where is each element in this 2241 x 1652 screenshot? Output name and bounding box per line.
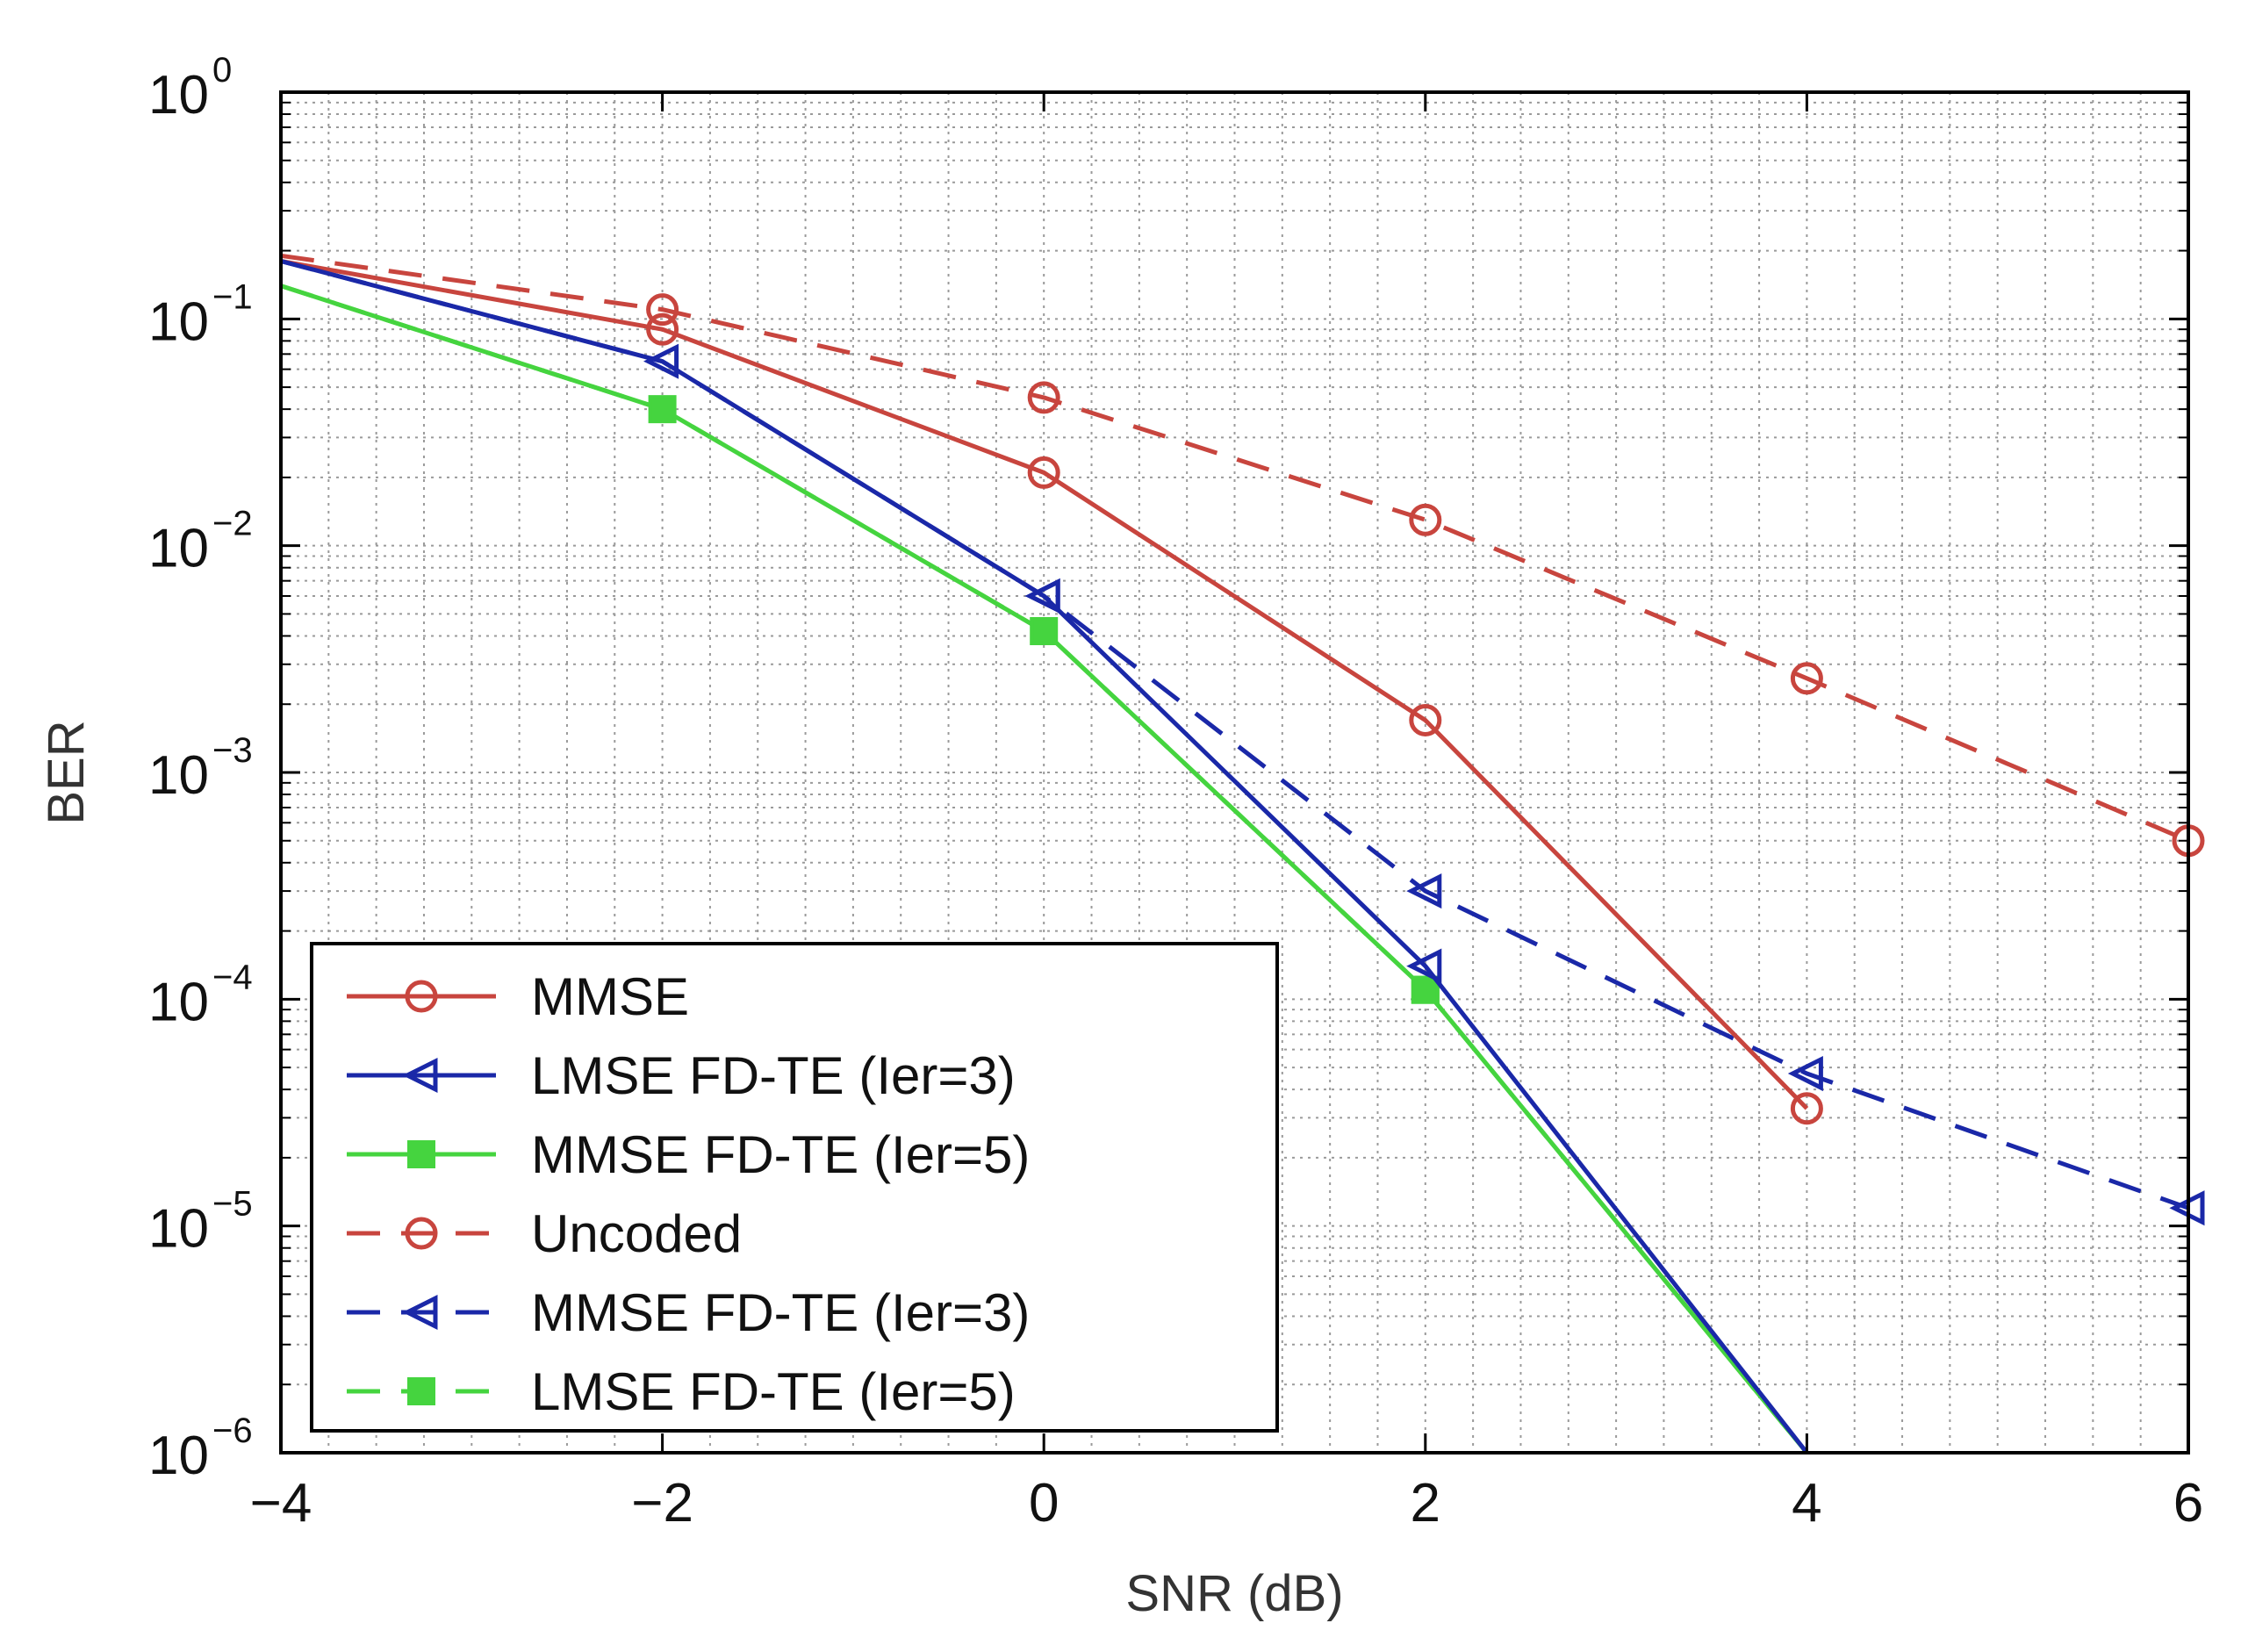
- data-point: [1030, 616, 1059, 645]
- y-tick-label: 10: [148, 1426, 209, 1486]
- y-tick-exponent: −5: [212, 1185, 253, 1224]
- y-axis-title: BER: [38, 720, 95, 824]
- series-2: [280, 284, 1809, 1454]
- y-tick-label: 10: [148, 291, 209, 352]
- x-tick-label: 4: [1792, 1473, 1821, 1533]
- x-tick-label: 6: [2173, 1473, 2203, 1533]
- y-tick-label: 10: [148, 972, 209, 1032]
- data-point: [1024, 578, 1060, 614]
- data-point: [1790, 1092, 1823, 1125]
- y-tick-exponent: −4: [212, 958, 253, 996]
- series-3: [280, 253, 2205, 858]
- legend-marker: [407, 1377, 435, 1405]
- legend-label: Uncoded: [531, 1204, 742, 1263]
- series-line: [280, 253, 2189, 844]
- y-tick-label: 10: [148, 745, 209, 806]
- data-point: [646, 293, 679, 327]
- series-group: [280, 253, 2205, 1454]
- x-tick-label: −4: [250, 1473, 312, 1533]
- y-tick-exponent: 0: [212, 51, 232, 90]
- legend-marker: [407, 1140, 435, 1168]
- legend-box: [310, 942, 1279, 1433]
- legend-label: LMSE FD-TE (Ier=3): [531, 1046, 1016, 1105]
- legend-label: LMSE FD-TE (Ier=5): [531, 1362, 1016, 1421]
- data-point: [1409, 503, 1442, 536]
- y-tick-label: 10: [148, 1199, 209, 1260]
- x-tick-label: 2: [1411, 1473, 1440, 1533]
- series-0: [280, 258, 1823, 1125]
- legend-label: MMSE: [531, 967, 689, 1026]
- y-tick-exponent: −1: [212, 277, 253, 316]
- legend-marker: [402, 1057, 438, 1094]
- data-point: [1027, 381, 1060, 414]
- x-tick-label: 0: [1029, 1473, 1059, 1533]
- data-point: [1790, 662, 1823, 695]
- y-tick-exponent: −2: [212, 505, 253, 543]
- legend-marker: [405, 1217, 438, 1250]
- data-point: [1406, 948, 1442, 984]
- series-line: [280, 258, 1809, 1454]
- legend-label: MMSE FD-TE (Ier=5): [531, 1125, 1030, 1184]
- data-point: [1027, 456, 1060, 489]
- data-point: [643, 343, 679, 379]
- legend: MMSE LMSE FD-TE (Ier=3) MMSE FD-TE (Ier=5)…: [310, 942, 1279, 1433]
- axis-ticks: [279, 90, 2190, 1454]
- legend-label: MMSE FD-TE (Ier=3): [531, 1283, 1030, 1342]
- y-tick-label: 10: [148, 65, 209, 126]
- series-1: [280, 258, 1809, 1454]
- data-point: [1787, 1055, 1823, 1092]
- y-tick-exponent: −3: [212, 731, 253, 770]
- data-point: [1411, 975, 1440, 1004]
- data-point: [646, 312, 679, 346]
- series-line: [280, 258, 1809, 1110]
- data-point: [648, 395, 677, 424]
- data-point: [1409, 703, 1442, 736]
- y-tick-exponent: −6: [212, 1411, 253, 1450]
- x-tick-label: −2: [631, 1473, 693, 1533]
- legend-marker: [405, 980, 438, 1013]
- y-tick-label: 10: [148, 519, 209, 579]
- data-point: [1406, 873, 1442, 909]
- x-axis-title: SNR (dB): [1125, 1565, 1343, 1622]
- legend-marker: [402, 1294, 438, 1331]
